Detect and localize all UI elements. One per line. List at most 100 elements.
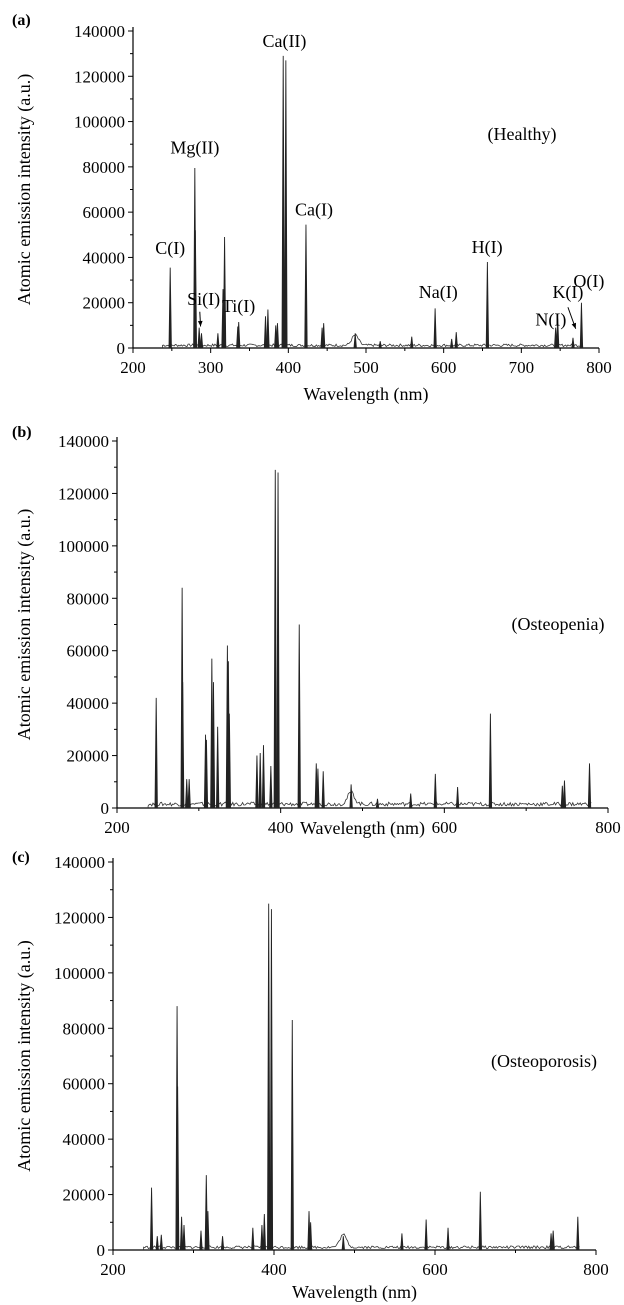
y-tick-label: 0 bbox=[101, 799, 110, 818]
spectrum-peak bbox=[478, 1191, 482, 1251]
y-tick-label: 80000 bbox=[67, 589, 110, 608]
spectrum-peak bbox=[199, 333, 204, 349]
spectrum-peak bbox=[175, 1086, 180, 1251]
x-tick-label: 500 bbox=[353, 358, 379, 377]
spectrum-peak bbox=[273, 469, 277, 809]
spectrum-peak bbox=[193, 230, 198, 349]
chart-panel-2: (b) 0 20000 40000 60000 80000 100000 120000 1400… bbox=[12, 424, 621, 839]
spectrum-peak bbox=[220, 1236, 225, 1251]
spectrum-peak bbox=[353, 333, 357, 349]
y-axis-label: Atomic emission intensity (a.u.) bbox=[14, 74, 35, 305]
condition-label: (Osteopenia) bbox=[512, 614, 605, 635]
y-tick-label: 40000 bbox=[67, 694, 110, 713]
spectrum-baseline bbox=[143, 1233, 580, 1250]
spectrum-peak bbox=[349, 784, 353, 809]
x-tick-label: 600 bbox=[422, 1260, 448, 1279]
spectrum-peak bbox=[181, 682, 185, 809]
condition-label: (Osteoporosis) bbox=[491, 1051, 597, 1072]
element-line-label: K(I) bbox=[552, 282, 583, 303]
spectrum-peak bbox=[182, 1225, 186, 1251]
spectrum-peak bbox=[410, 336, 414, 349]
spectrum-baseline bbox=[147, 790, 592, 808]
spectrum-peak bbox=[562, 780, 567, 809]
spectrum-peak bbox=[187, 779, 191, 809]
spectrum-peak bbox=[322, 323, 326, 349]
spectrum-peak bbox=[168, 267, 172, 349]
y-tick-label: 80000 bbox=[63, 1019, 106, 1038]
x-tick-label: 800 bbox=[583, 1260, 609, 1279]
spectrum-peak bbox=[185, 779, 189, 809]
y-axis-label: Atomic emission intensity (a.u.) bbox=[14, 940, 35, 1171]
spectrum-peak bbox=[216, 726, 220, 809]
spectrum-peak bbox=[204, 739, 209, 809]
spectrum-peak bbox=[269, 766, 273, 809]
spectrum-peak bbox=[211, 682, 216, 809]
spectrum-baseline bbox=[162, 333, 584, 348]
spectrum-peak bbox=[579, 302, 584, 349]
y-tick-label: 100000 bbox=[74, 113, 125, 132]
spectrum-peak bbox=[556, 318, 560, 349]
spectrum-peak bbox=[304, 224, 308, 349]
y-tick-label: 140000 bbox=[54, 853, 105, 872]
annotation-arrowhead bbox=[571, 322, 577, 329]
panel-label: (a) bbox=[12, 12, 31, 29]
spectrum-peak bbox=[551, 1230, 555, 1251]
spectrum-peak bbox=[276, 472, 280, 809]
spectrum-peak bbox=[488, 713, 493, 809]
x-tick-label: 200 bbox=[100, 1260, 126, 1279]
x-axis-label: Wavelength (nm) bbox=[292, 1282, 417, 1303]
x-tick-label: 200 bbox=[104, 818, 130, 837]
y-tick-label: 120000 bbox=[74, 67, 125, 86]
element-line-label: Si(I) bbox=[187, 289, 220, 310]
spectrum-peak bbox=[284, 60, 288, 349]
spectrum-peak bbox=[341, 1236, 345, 1251]
y-tick-label: 40000 bbox=[63, 1130, 106, 1149]
x-tick-label: 400 bbox=[276, 358, 302, 377]
spectrum-peak bbox=[222, 237, 227, 349]
spectrum-peak bbox=[378, 341, 382, 349]
panel-label: (b) bbox=[12, 424, 32, 441]
condition-label: (Healthy) bbox=[488, 124, 557, 145]
x-tick-label: 700 bbox=[509, 358, 535, 377]
y-tick-label: 0 bbox=[97, 1241, 106, 1260]
spectrum-peak bbox=[261, 745, 266, 809]
y-tick-label: 60000 bbox=[67, 642, 110, 661]
spectrum-peak bbox=[179, 1216, 184, 1251]
element-line-label: C(I) bbox=[155, 238, 185, 259]
spectrum-peak bbox=[409, 793, 413, 809]
spectrum-peak bbox=[154, 697, 158, 809]
x-tick-label: 300 bbox=[198, 358, 224, 377]
element-line-label: Ca(I) bbox=[295, 200, 333, 221]
spectrum-peak bbox=[446, 1227, 450, 1251]
annotation-arrowhead bbox=[197, 320, 203, 327]
y-axis-label: Atomic emission intensity (a.u.) bbox=[14, 509, 35, 740]
spectrum-peak bbox=[433, 773, 437, 809]
spectrum-peak bbox=[316, 768, 320, 809]
panel-label: (c) bbox=[12, 849, 30, 866]
spectrum-peak bbox=[308, 1222, 313, 1251]
chart-panel-1: (a) 0 20000 40000 60000 80000 100000 120000 1400… bbox=[12, 12, 612, 405]
spectrum-peak bbox=[258, 752, 262, 809]
element-line-label: Ca(II) bbox=[262, 31, 306, 52]
y-tick-label: 20000 bbox=[83, 294, 126, 313]
spectrum-peak bbox=[485, 261, 490, 349]
x-tick-label: 400 bbox=[261, 1260, 287, 1279]
spectrum-peak bbox=[237, 321, 241, 349]
spectrum-peak bbox=[159, 1234, 163, 1251]
spectrum-peak bbox=[266, 309, 270, 349]
spectrum-peak bbox=[260, 1225, 264, 1251]
spectrum-peak bbox=[375, 798, 380, 809]
spectrum-peak bbox=[197, 327, 201, 349]
y-tick-label: 80000 bbox=[83, 158, 126, 177]
x-tick-label: 800 bbox=[586, 358, 612, 377]
chart-panel-3: (c) 0 20000 40000 60000 80000 100000 120000 1400… bbox=[12, 849, 609, 1303]
x-tick-label: 400 bbox=[268, 818, 294, 837]
y-tick-label: 40000 bbox=[83, 248, 126, 267]
y-tick-label: 60000 bbox=[83, 203, 126, 222]
y-tick-label: 20000 bbox=[63, 1186, 106, 1205]
y-tick-label: 120000 bbox=[54, 908, 105, 927]
spectrum-peak bbox=[321, 771, 325, 809]
spectrum-peak bbox=[275, 323, 280, 349]
spectrum-peak bbox=[454, 332, 458, 349]
